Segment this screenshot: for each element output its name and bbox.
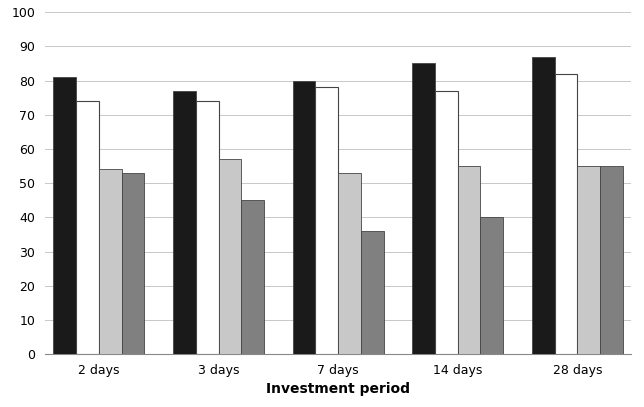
Bar xyxy=(577,166,600,354)
Bar xyxy=(173,91,196,354)
X-axis label: Investment period: Investment period xyxy=(266,382,410,396)
Bar xyxy=(338,173,361,354)
Bar xyxy=(532,57,554,354)
Bar xyxy=(218,159,242,354)
Bar xyxy=(361,231,384,354)
Bar xyxy=(122,173,144,354)
Bar xyxy=(99,169,122,354)
Bar xyxy=(242,200,264,354)
Bar xyxy=(292,81,316,354)
Bar xyxy=(458,166,480,354)
Bar xyxy=(316,88,338,354)
Bar xyxy=(53,77,76,354)
Bar xyxy=(435,91,458,354)
Bar xyxy=(480,217,503,354)
Bar xyxy=(76,101,99,354)
Bar xyxy=(412,63,435,354)
Bar xyxy=(554,74,577,354)
Bar xyxy=(196,101,218,354)
Bar xyxy=(600,166,623,354)
